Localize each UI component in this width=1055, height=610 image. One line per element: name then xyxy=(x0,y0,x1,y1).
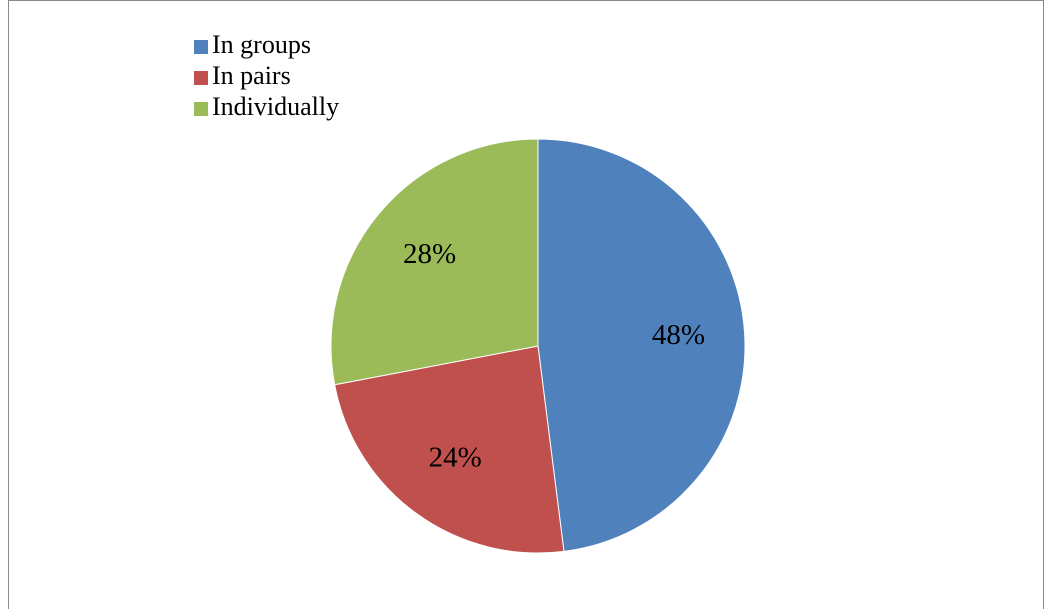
data-label-in-pairs: 24% xyxy=(429,442,482,474)
legend-label-individually: Individually xyxy=(212,92,339,121)
pie-slice-individually xyxy=(330,138,539,386)
legend-swatch-in-groups xyxy=(194,40,208,54)
pie-slices xyxy=(330,138,746,554)
pie-slice-in-groups xyxy=(537,138,746,552)
legend-label-in-groups: In groups xyxy=(212,30,311,59)
data-label-in-groups: 48% xyxy=(652,319,705,351)
data-labels: 48% 24% 28% xyxy=(403,238,705,474)
legend-label-in-pairs: In pairs xyxy=(212,61,291,90)
pie-slice-in-pairs xyxy=(334,345,565,554)
chart-frame xyxy=(8,0,1044,609)
data-label-individually: 28% xyxy=(403,238,456,270)
legend-swatch-individually xyxy=(194,102,208,116)
legend-swatch-in-pairs xyxy=(194,71,208,85)
